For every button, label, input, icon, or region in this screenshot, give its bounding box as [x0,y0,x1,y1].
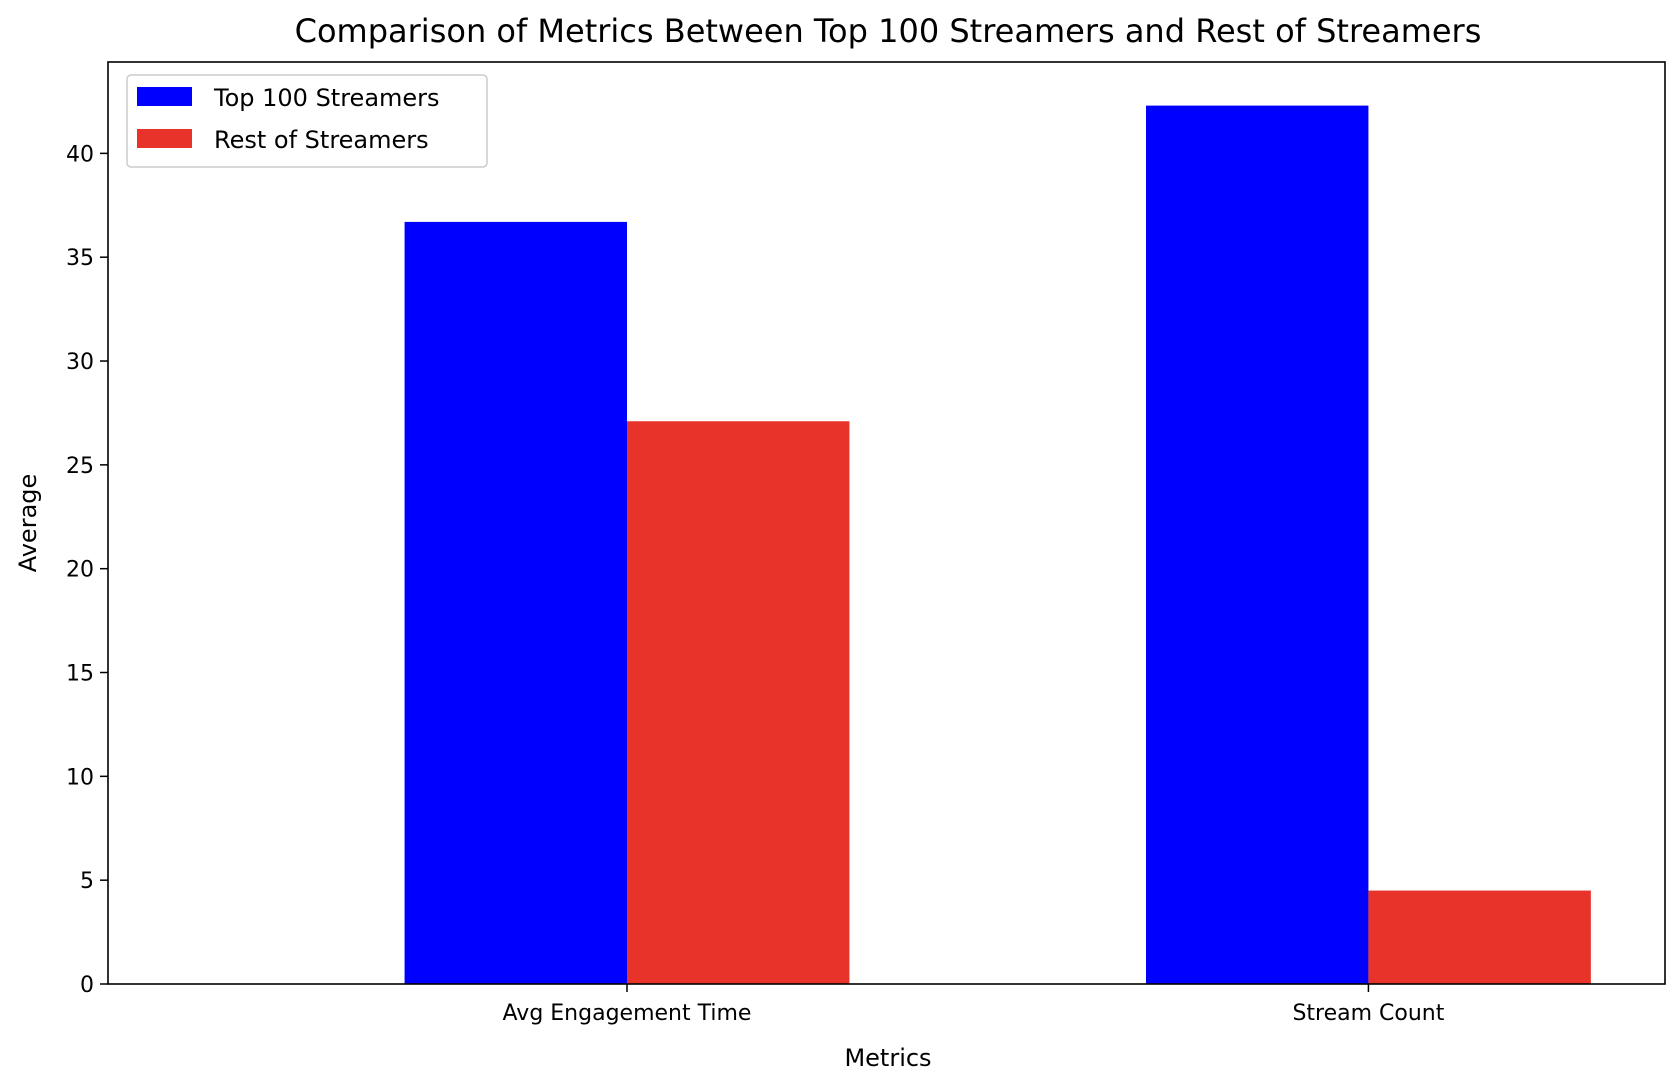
y-tick-label: 10 [66,765,94,790]
bar-rest-0 [627,421,850,984]
y-tick-label: 35 [66,246,94,271]
legend-box [126,74,488,168]
x-tick-label: Stream Count [1292,1001,1444,1026]
legend-swatch-top-100 [137,87,192,106]
y-axis-label: Average [14,474,42,573]
y-tick-label: 0 [80,973,94,998]
y-tick-label: 40 [66,142,94,167]
y-tick-label: 15 [66,662,94,687]
plot-frame [107,61,1666,985]
bar-top-100-0 [404,221,627,985]
x-axis-label: Metrics [844,1044,931,1072]
bars-layer [404,105,1591,985]
legend: Top 100 Streamers Rest of Streamers [126,74,488,168]
y-axis-ticks: 0 5 10 15 20 25 30 35 40 [66,142,108,998]
y-tick-label: 5 [80,869,94,894]
x-axis-ticks: Avg Engagement Time Stream Count [503,984,1445,1026]
bar-top-100-1 [1146,105,1369,985]
y-tick-label: 20 [66,558,94,583]
y-tick-label: 25 [66,454,94,479]
x-tick-label: Avg Engagement Time [503,1001,752,1026]
chart-title: Comparison of Metrics Between Top 100 St… [295,12,1482,50]
bar-rest-1 [1368,890,1591,984]
legend-label-top-100: Top 100 Streamers [213,84,440,112]
legend-swatch-rest [137,129,192,148]
legend-label-rest: Rest of Streamers [214,126,429,154]
y-tick-label: 30 [66,350,94,375]
